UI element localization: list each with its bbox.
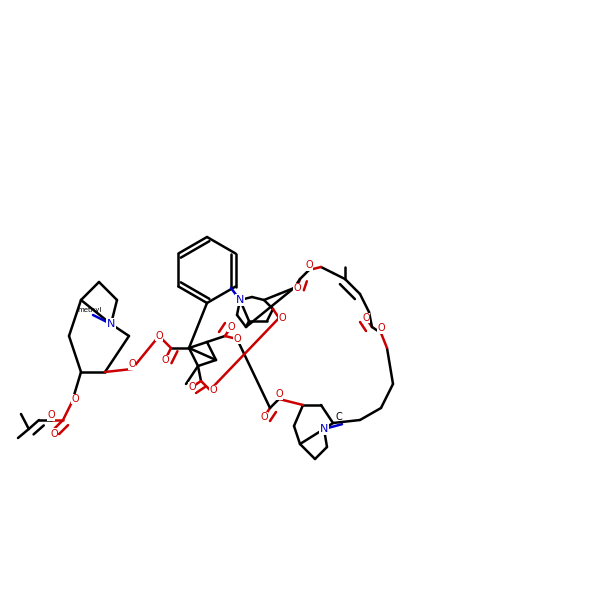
Text: N: N bbox=[320, 424, 328, 434]
Text: N: N bbox=[107, 319, 115, 329]
Text: O: O bbox=[50, 429, 58, 439]
Text: N: N bbox=[236, 295, 244, 305]
Text: O: O bbox=[278, 313, 286, 323]
Text: O: O bbox=[377, 323, 385, 333]
Text: O: O bbox=[260, 412, 268, 422]
Text: O: O bbox=[47, 410, 55, 420]
Text: O: O bbox=[128, 359, 136, 369]
Text: O: O bbox=[209, 385, 217, 395]
Text: O: O bbox=[71, 394, 79, 404]
Text: methyl: methyl bbox=[78, 307, 102, 313]
Text: O: O bbox=[362, 313, 370, 323]
Text: O: O bbox=[233, 334, 241, 344]
Text: O: O bbox=[305, 260, 313, 270]
Text: O: O bbox=[227, 322, 235, 332]
Text: O: O bbox=[188, 382, 196, 392]
Text: O: O bbox=[293, 283, 301, 293]
Text: O: O bbox=[155, 331, 163, 341]
Text: C: C bbox=[335, 412, 343, 422]
Text: O: O bbox=[161, 355, 169, 365]
Text: O: O bbox=[275, 389, 283, 399]
